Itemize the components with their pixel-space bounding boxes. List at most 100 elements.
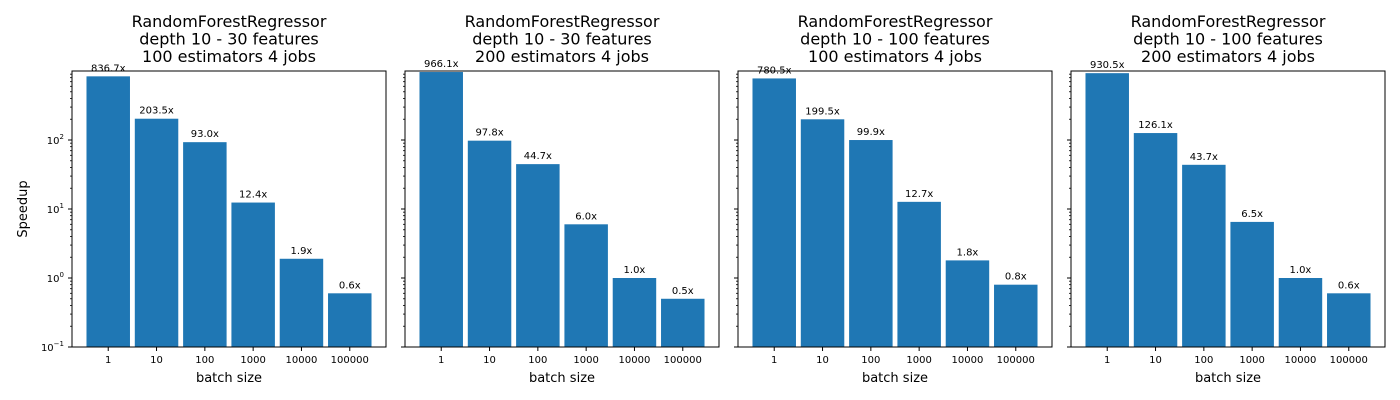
x-tick-label: 10 xyxy=(1149,355,1162,366)
chart-title-line: 100 estimators 4 jobs xyxy=(142,47,316,66)
bar-label: 93.0x xyxy=(191,129,219,140)
x-axis-label: batch size xyxy=(862,371,928,386)
y-tick-exponent: 0 xyxy=(60,271,64,279)
bar xyxy=(752,78,796,348)
y-axis-label: Speedup xyxy=(16,180,31,237)
chart-title-line: RandomForestRegressor xyxy=(465,12,660,31)
bar xyxy=(1230,221,1274,347)
y-tick-label: 101 xyxy=(47,202,64,216)
bar xyxy=(661,298,705,347)
bar xyxy=(328,293,372,347)
bar-label: 203.5x xyxy=(139,106,174,117)
x-tick-label: 100 xyxy=(861,355,880,366)
bar xyxy=(1085,73,1129,347)
chart-title-line: depth 10 - 30 features xyxy=(472,30,652,49)
bar xyxy=(994,284,1038,347)
chart-title-line: depth 10 - 30 features xyxy=(139,30,319,49)
bar xyxy=(1327,293,1371,347)
y-tick-exponent: 1 xyxy=(60,202,64,210)
bar xyxy=(86,76,130,347)
chart-title-line: 200 estimators 4 jobs xyxy=(1141,47,1315,66)
bar xyxy=(945,260,990,347)
bar xyxy=(183,142,227,347)
chart-title-line: RandomForestRegressor xyxy=(798,12,993,31)
bar-label: 99.9x xyxy=(857,127,885,138)
y-tick-base: 10 xyxy=(47,274,60,285)
x-tick-label: 1 xyxy=(1104,355,1110,366)
x-tick-label: 10 xyxy=(150,355,163,366)
x-tick-label: 10000 xyxy=(286,355,318,366)
x-tick-label: 100 xyxy=(528,355,547,366)
y-tick-base: 10 xyxy=(47,205,60,216)
bar-label: 126.1x xyxy=(1138,120,1173,131)
x-axis-label: batch size xyxy=(1195,371,1261,386)
x-tick-label: 1 xyxy=(771,355,777,366)
y-tick-label: 10−1 xyxy=(41,340,64,354)
bar xyxy=(849,140,893,347)
x-tick-label: 100000 xyxy=(331,355,369,366)
bar-label: 199.5x xyxy=(805,106,840,117)
bar-label: 12.4x xyxy=(239,190,267,201)
x-tick-label: 100000 xyxy=(1330,355,1368,366)
bar-label: 1.0x xyxy=(1290,265,1312,276)
bar xyxy=(800,119,845,347)
y-tick-base: 10 xyxy=(47,136,60,147)
bar-label: 1.9x xyxy=(291,246,313,257)
x-axis-label: batch size xyxy=(529,371,595,386)
bar-label: 930.5x xyxy=(1090,60,1125,71)
x-tick-label: 10000 xyxy=(619,355,651,366)
chart-title-line: 100 estimators 4 jobs xyxy=(808,47,982,66)
bar xyxy=(134,118,179,348)
chart-title-line: depth 10 - 100 features xyxy=(1133,30,1323,49)
x-tick-label: 1000 xyxy=(1239,355,1264,366)
bar xyxy=(231,202,275,347)
bar-label: 836.7x xyxy=(91,63,126,74)
x-tick-label: 1 xyxy=(105,355,111,366)
x-tick-label: 10000 xyxy=(952,355,984,366)
bar-label: 0.6x xyxy=(1338,280,1360,291)
bar-label: 6.5x xyxy=(1241,209,1263,220)
bar-label: 43.7x xyxy=(1190,152,1218,163)
bar xyxy=(419,72,463,347)
bar xyxy=(564,224,608,347)
bar-label: 0.6x xyxy=(339,280,361,291)
bar xyxy=(279,258,324,347)
y-tick-label: 100 xyxy=(47,271,64,285)
x-tick-label: 1000 xyxy=(906,355,931,366)
x-tick-label: 10 xyxy=(483,355,496,366)
y-tick-base: 10 xyxy=(41,343,54,354)
x-tick-label: 100 xyxy=(1194,355,1213,366)
x-tick-label: 100 xyxy=(195,355,214,366)
y-tick-label: 102 xyxy=(47,133,64,147)
bar-label: 44.7x xyxy=(524,151,552,162)
x-tick-label: 1 xyxy=(438,355,444,366)
chart-title-line: 200 estimators 4 jobs xyxy=(475,47,649,66)
bar-label: 966.1x xyxy=(424,59,459,70)
bar xyxy=(897,201,941,347)
bar-label: 0.8x xyxy=(1005,272,1027,283)
bar xyxy=(1133,133,1178,347)
bar xyxy=(1278,278,1323,347)
y-tick-exponent: −1 xyxy=(54,340,64,348)
bar xyxy=(1182,164,1226,347)
chart-title-line: RandomForestRegressor xyxy=(132,12,327,31)
x-axis-label: batch size xyxy=(196,371,262,386)
y-tick-exponent: 2 xyxy=(60,133,64,141)
bar-label: 1.8x xyxy=(957,247,979,258)
x-tick-label: 10 xyxy=(816,355,829,366)
x-tick-label: 100000 xyxy=(664,355,702,366)
bar xyxy=(516,164,560,347)
x-tick-label: 10000 xyxy=(1285,355,1317,366)
bar-label: 6.0x xyxy=(575,211,597,222)
chart-title-line: depth 10 - 100 features xyxy=(800,30,990,49)
x-tick-label: 100000 xyxy=(997,355,1035,366)
bar-label: 12.7x xyxy=(905,189,933,200)
bar-label: 1.0x xyxy=(624,265,646,276)
chart-title-line: RandomForestRegressor xyxy=(1131,12,1326,31)
x-tick-label: 1000 xyxy=(573,355,598,366)
